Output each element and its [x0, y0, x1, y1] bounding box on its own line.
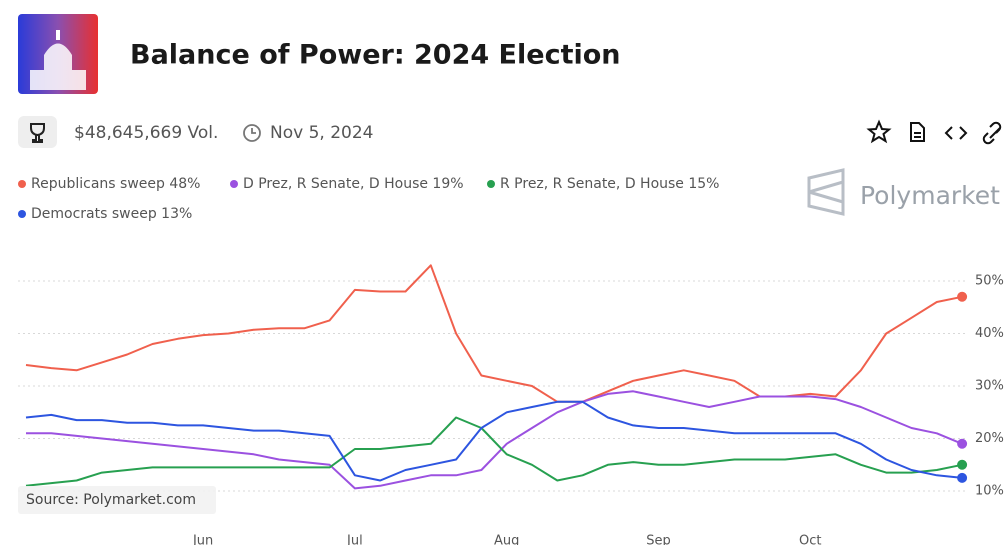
legend-label: Republicans sweep 48%: [31, 176, 200, 192]
market-image: [18, 14, 98, 94]
x-tick-label: Oct: [799, 534, 821, 546]
y-tick-label: 10%: [975, 484, 1004, 499]
end-dot: [957, 292, 967, 302]
legend-swatch: [18, 180, 26, 188]
y-tick-label: 20%: [975, 431, 1004, 446]
y-tick-label: 30%: [975, 379, 1004, 394]
source: Source: Polymarket.com: [26, 492, 196, 508]
market-title: Balance of Power: 2024 Election: [130, 40, 621, 71]
legend-label: Democrats sweep 13%: [31, 206, 192, 222]
y-tick-label: 50%: [975, 274, 1004, 289]
end-dot: [957, 460, 967, 470]
legend-swatch: [487, 180, 495, 188]
end-dot: [957, 439, 967, 449]
x-tick-label: Aug: [494, 534, 519, 546]
end-date: Nov 5, 2024: [270, 123, 373, 143]
page: Balance of Power: 2024 Election $48,645,…: [0, 0, 1006, 545]
brand-name: Polymarket: [860, 181, 1000, 210]
legend-swatch: [18, 210, 26, 218]
legend-label: R Prez, R Senate, D House 15%: [500, 176, 720, 192]
legend-label: D Prez, R Senate, D House 19%: [243, 176, 464, 192]
x-tick-label: Jun: [192, 534, 213, 546]
end-dot: [957, 473, 967, 483]
trophy-button[interactable]: [18, 116, 57, 148]
volume: $48,645,669 Vol.: [74, 123, 218, 143]
y-tick-label: 40%: [975, 326, 1004, 341]
legend-swatch: [230, 180, 238, 188]
x-tick-label: Sep: [646, 534, 671, 546]
x-tick-label: Jul: [346, 534, 363, 546]
